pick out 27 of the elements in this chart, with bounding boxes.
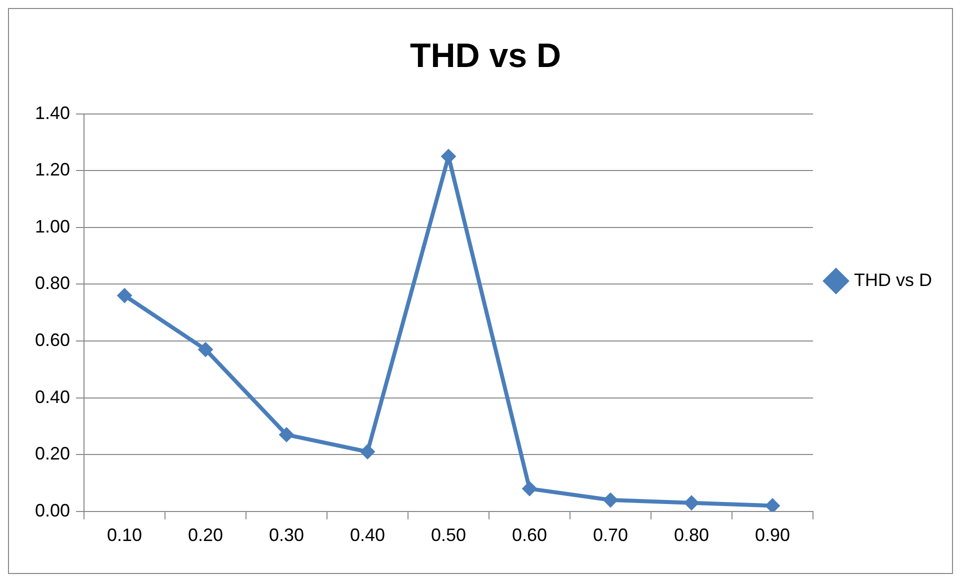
x-tick-label: 0.80 [674, 525, 710, 546]
point [765, 498, 780, 512]
point [360, 444, 376, 460]
x-tick-label: 0.60 [512, 525, 548, 546]
y-tick-label: 0.40 [34, 386, 70, 407]
point [117, 288, 132, 304]
x-tick-label: 0.70 [592, 525, 628, 546]
y-tick-label: 1.40 [34, 102, 70, 123]
y-tick-label: 0.00 [34, 500, 70, 520]
y-tick-label: 1.20 [34, 160, 70, 180]
point [603, 492, 618, 508]
point [684, 495, 700, 510]
chart-title: THD vs D [410, 36, 562, 75]
x-tick-label: 0.90 [754, 525, 790, 546]
x-tick-label: 0.40 [350, 525, 386, 546]
x-tick-label: 0.20 [188, 525, 224, 546]
y-tick-label: 0.60 [34, 330, 70, 350]
point [198, 342, 214, 358]
point [279, 427, 294, 442]
x-tick-label: 0.50 [430, 525, 466, 546]
point [522, 481, 538, 496]
y-tick-label: 0.80 [34, 273, 70, 294]
x-tick-label: 0.30 [269, 525, 304, 546]
x-tick-label: 0.10 [107, 525, 142, 546]
legend-label: THD vs D [854, 270, 932, 290]
y-tick-label: 0.20 [34, 444, 70, 464]
y-tick-label: 1.00 [34, 216, 70, 236]
